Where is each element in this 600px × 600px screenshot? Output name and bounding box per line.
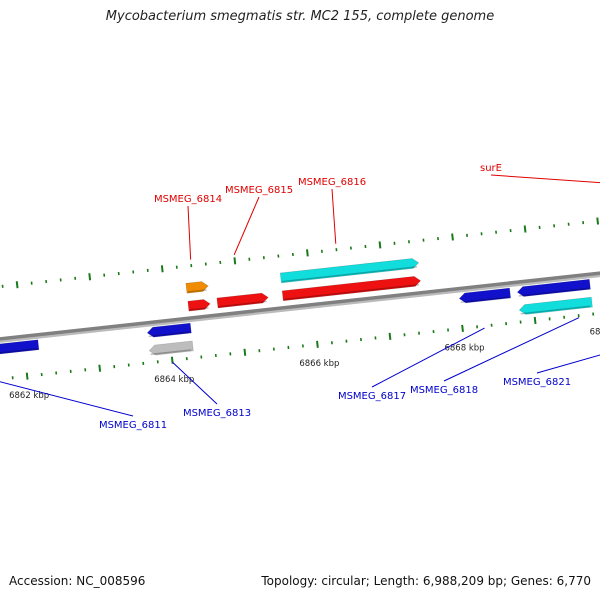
label-leader-line xyxy=(187,205,192,260)
gene-shade xyxy=(189,307,209,311)
accession-value: NC_008596 xyxy=(76,574,146,588)
gene-arrow-orange[interactable] xyxy=(185,281,209,294)
upper-scale-tick xyxy=(15,281,19,289)
gene-label[interactable]: MSMEG_6811 xyxy=(99,420,167,431)
gene-label[interactable]: MSMEG_6816 xyxy=(298,177,366,188)
scale-label: 6864 kbp xyxy=(154,375,194,385)
accession-info: Accession: NC_008596 xyxy=(9,574,145,588)
gene-shade xyxy=(187,289,207,293)
accession-label: Accession: xyxy=(9,574,73,588)
gene-arrow-blue[interactable] xyxy=(516,278,591,297)
gene-arrow-red[interactable] xyxy=(281,276,422,302)
gene-label[interactable]: MSMEG_6821 xyxy=(503,377,571,388)
scale-label: 6862 kbp xyxy=(9,391,49,401)
label-leader-line xyxy=(0,381,134,417)
gene-arrow-cyan[interactable] xyxy=(279,258,420,284)
label-leader-line xyxy=(172,361,218,405)
gene-arrow-red[interactable] xyxy=(187,299,211,312)
lower-scale-tick xyxy=(25,372,29,380)
lower-scale-tick xyxy=(533,316,537,325)
scale-label: 6866 kbp xyxy=(299,359,339,369)
gene-arrow-red[interactable] xyxy=(216,292,269,309)
gene-shade xyxy=(284,284,420,301)
gene-label[interactable]: MSMEG_6814 xyxy=(154,194,222,205)
lower-scale-tick xyxy=(461,324,464,332)
label-leader-line xyxy=(490,174,600,184)
gene-label[interactable]: MSMEG_6815 xyxy=(225,185,293,196)
upper-scale-tick xyxy=(451,233,454,241)
upper-scale-tick xyxy=(233,257,237,265)
gene-shade xyxy=(518,287,589,297)
gene-shade xyxy=(520,305,591,315)
upper-scale-tick xyxy=(306,249,309,257)
upper-scale-tick xyxy=(596,217,600,225)
scale-label: 6868 kbp xyxy=(444,343,484,353)
lower-scale-tick xyxy=(316,340,319,348)
gene-shade xyxy=(0,348,37,356)
gene-label[interactable]: MSMEG_6813 xyxy=(183,408,251,419)
lower-scale-tick xyxy=(243,348,247,356)
gene-shade xyxy=(460,296,509,303)
gene-arrow-blue[interactable] xyxy=(458,287,511,304)
gene-label[interactable]: surE xyxy=(480,163,502,174)
upper-scale-tick xyxy=(160,265,164,273)
label-leader-line xyxy=(536,354,600,374)
label-leader-line xyxy=(331,188,337,244)
lower-scale-tick xyxy=(388,332,392,340)
gene-shade xyxy=(150,349,192,356)
gene-arrow-blue[interactable] xyxy=(146,322,192,338)
label-leader-line xyxy=(233,196,260,256)
lower-scale-tick xyxy=(98,364,102,372)
gene-arrow-cyan[interactable] xyxy=(518,296,593,315)
gene-shade xyxy=(282,266,418,283)
backbone-line xyxy=(0,271,600,341)
label-leader-line xyxy=(443,317,580,382)
map-title: Mycobacterium smegmatis str. MC2 155, co… xyxy=(105,9,495,24)
genome-summary: Topology: circular; Length: 6,988,209 bp… xyxy=(261,574,591,588)
gene-label[interactable]: MSMEG_6817 xyxy=(338,391,406,402)
gene-shade xyxy=(218,300,267,308)
upper-scale-tick xyxy=(378,241,382,249)
gene-label[interactable]: MSMEG_6818 xyxy=(410,385,478,396)
scale-label: 6870 kbp xyxy=(590,327,600,337)
label-leader-line xyxy=(371,327,485,388)
gene-arrow-blue[interactable] xyxy=(0,339,40,356)
upper-scale-tick xyxy=(88,273,92,281)
gene-shade xyxy=(148,331,190,338)
upper-scale-tick xyxy=(523,225,527,233)
gene-arrow-gray[interactable] xyxy=(148,340,194,356)
